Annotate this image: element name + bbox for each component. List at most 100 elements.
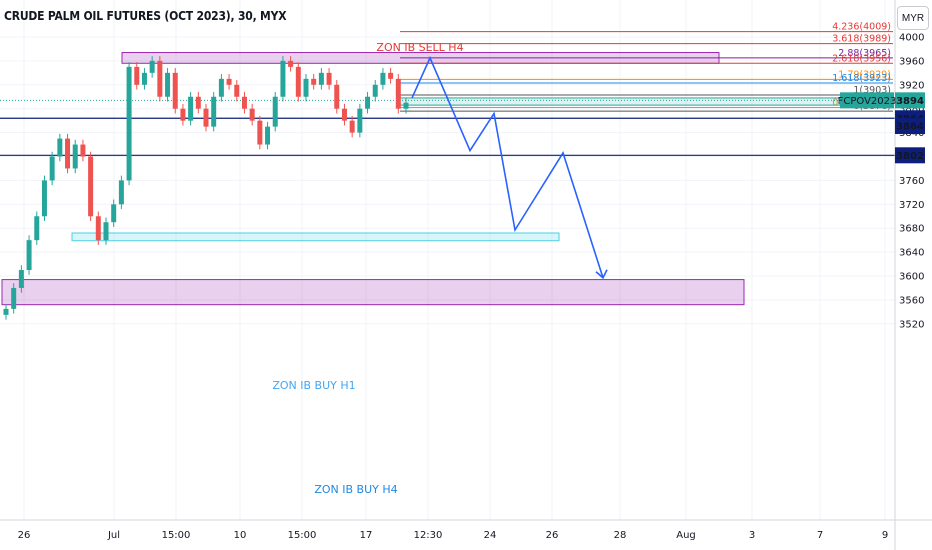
candle-body (149, 60, 155, 73)
candle-body (365, 96, 371, 109)
candle-body (11, 287, 17, 309)
candle-body (188, 96, 194, 121)
candle-body (318, 72, 324, 85)
candle-body (126, 66, 132, 181)
fib-label: 1.79(3929) (838, 69, 891, 80)
chart-title: CRUDE PALM OIL FUTURES (OCT 2023), 30, M… (4, 9, 287, 23)
candle-body (341, 108, 347, 121)
candle-body (388, 72, 394, 79)
candle-body (249, 108, 255, 121)
candle-body (57, 138, 63, 157)
x-tick-label: 17 (360, 530, 373, 541)
candle-body (349, 120, 355, 133)
candle-body (295, 66, 301, 97)
x-tick-label: 7 (817, 530, 823, 541)
price-tag (895, 118, 925, 135)
y-tick-label: 3600 (899, 272, 924, 283)
price-tag (895, 147, 925, 164)
candle-body (34, 216, 40, 241)
candle-body (165, 72, 171, 97)
candle-body (395, 78, 401, 109)
candle-body (265, 126, 271, 145)
candle-body (211, 96, 217, 127)
candle-body (326, 72, 332, 85)
x-tick-label: 26 (18, 530, 31, 541)
x-tick-label: 15:00 (162, 530, 191, 541)
zone-box[interactable] (71, 232, 560, 242)
candle-body (334, 84, 340, 109)
x-tick-label: 24 (484, 530, 497, 541)
candle-body (372, 84, 378, 97)
y-tick-label: 3920 (899, 80, 924, 91)
candle-body (241, 96, 247, 109)
candle-body (226, 78, 232, 85)
fib-label: 3.618(3989) (832, 34, 891, 45)
y-tick-label: 3960 (899, 56, 924, 67)
x-tick-label: 15:00 (288, 530, 317, 541)
price-tag (895, 92, 925, 109)
zone-box[interactable] (1, 279, 745, 306)
zone-label: ZON IB SELL H4 (376, 41, 463, 54)
arrow-head-icon (595, 269, 608, 280)
candle-body (118, 180, 124, 205)
candle-body (72, 144, 78, 169)
candle-body (18, 270, 24, 288)
y-tick-label: 4000 (899, 33, 924, 44)
price-axis[interactable] (895, 0, 932, 550)
candle-body (180, 108, 186, 121)
y-tick-label: 3680 (899, 224, 924, 235)
candle-body (311, 78, 317, 85)
y-tick-label: 3720 (899, 200, 924, 211)
x-tick-label: 9 (882, 530, 888, 541)
candle-body (88, 156, 94, 217)
zone-label: ZON IB BUY H1 (272, 379, 355, 392)
x-tick-label: 3 (749, 530, 755, 541)
candle-body (218, 78, 224, 97)
price-tag-label: 3802 (896, 151, 924, 162)
candle-body (357, 108, 363, 133)
price-tag-label: 3894 (896, 96, 924, 107)
y-tick-label: 3560 (899, 295, 924, 306)
candle-body (134, 66, 140, 85)
candle-body (49, 156, 55, 181)
candle-body (157, 60, 163, 97)
x-tick-label: Jul (107, 530, 120, 541)
fib-label: 1.618(3923) (832, 73, 891, 84)
candle-body (103, 222, 109, 241)
candle-body (141, 72, 147, 85)
candle-body (41, 180, 47, 217)
x-tick-label: 26 (546, 530, 559, 541)
fib-label: 2.618(3956) (832, 53, 891, 64)
zone-label: ZON IB BUY H4 (314, 483, 397, 496)
x-tick-label: 12:30 (414, 530, 443, 541)
candle-body (272, 96, 278, 127)
candle-body (80, 144, 86, 157)
candle-body (3, 308, 9, 315)
candle-body (195, 96, 201, 109)
x-tick-label: 10 (234, 530, 247, 541)
candle-body (280, 60, 286, 97)
y-tick-label: 3640 (899, 248, 924, 259)
fib-teal-box[interactable] (399, 97, 894, 106)
y-tick-label: 3880 (899, 104, 924, 115)
currency-button[interactable]: MYR (897, 6, 929, 30)
fib-label: 4.236(4009) (832, 22, 891, 33)
candle-body (26, 240, 32, 271)
fib-label: 1(3903) (853, 85, 891, 96)
projection-path[interactable] (411, 55, 604, 279)
y-tick-label: 3760 (899, 176, 924, 187)
symbol-tag-label: FCPOV2023 (838, 96, 897, 107)
x-tick-label: 28 (614, 530, 627, 541)
candle-body (380, 72, 386, 85)
candle-body (234, 84, 240, 97)
price-tag-label: 3864 (896, 122, 924, 133)
candle-body (203, 108, 209, 127)
candle-body (403, 102, 409, 109)
candle-body (65, 138, 71, 169)
fib-label: 2.88(3965) (838, 48, 891, 59)
candle-body (95, 216, 101, 241)
candle-body (303, 78, 309, 97)
candle-body (172, 72, 178, 109)
